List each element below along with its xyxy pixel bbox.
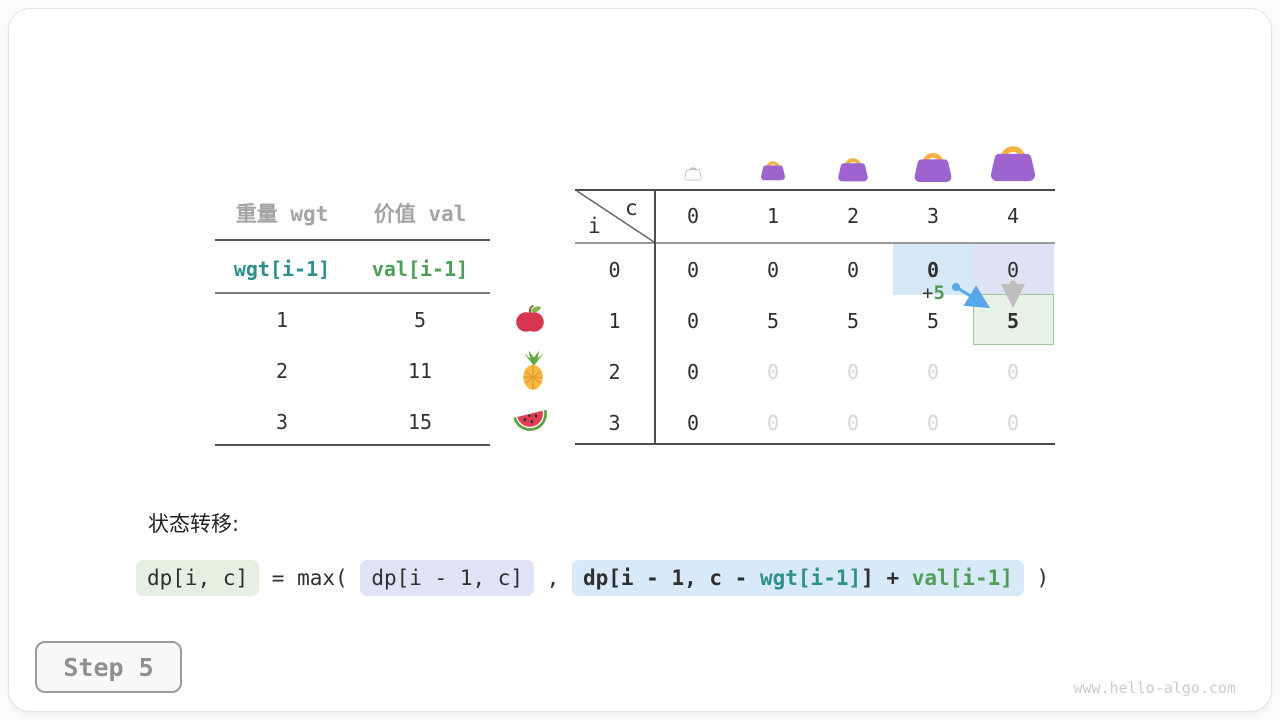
gain-value: 5 xyxy=(933,282,945,304)
formula-lhs-box: dp[i, c] xyxy=(136,560,260,596)
dp-cell-current: 5 xyxy=(1006,308,1020,333)
formula-arg2-plus: + xyxy=(873,566,912,590)
handbag-icon xyxy=(837,152,869,186)
formula-arg2-prefix: dp[i - 1, c - xyxy=(582,566,760,590)
dp-table-rule-vertical xyxy=(654,189,656,445)
watermark: www.hello-algo.com xyxy=(1073,679,1236,697)
items-index-value: val[i-1] xyxy=(371,257,469,281)
formula-arg2-bracket: ] xyxy=(861,566,874,590)
handbag-empty-icon xyxy=(684,163,702,185)
formula-eq-max: = max( xyxy=(259,566,361,590)
state-transition-label: 状态转移: xyxy=(148,512,240,536)
dp-col-header: 2 xyxy=(846,204,860,228)
formula-arg2-val: val[i-1] xyxy=(911,566,1013,590)
handbag-icon xyxy=(989,137,1037,186)
state-transition-formula: dp[i, c] = max( dp[i - 1, c] , dp[i - 1,… xyxy=(136,560,1049,596)
item-weight: 2 xyxy=(275,359,289,383)
dp-col-header: 0 xyxy=(686,204,700,228)
dp-col-header: 3 xyxy=(926,204,940,228)
dp-cell-pending: 0 xyxy=(766,410,780,435)
dp-cell: 5 xyxy=(766,308,780,333)
item-value: 5 xyxy=(413,308,427,332)
items-table-rule-top xyxy=(215,239,490,241)
formula-arg2-wgt: wgt[i-1] xyxy=(759,566,862,590)
dp-corner-row-var: i xyxy=(588,214,601,238)
item-value: 11 xyxy=(407,359,433,383)
watermelon-icon xyxy=(511,402,551,442)
dp-cell-source-above: 0 xyxy=(1006,257,1020,282)
dp-cell-pending: 0 xyxy=(766,359,780,384)
dp-cell-pending: 0 xyxy=(846,359,860,384)
dp-col-header: 1 xyxy=(766,204,780,228)
gain-plus-sign: + xyxy=(922,282,934,304)
formula-arg1-box: dp[i - 1, c] xyxy=(360,560,535,596)
dp-cell-pending: 0 xyxy=(926,410,940,435)
formula-comma: , xyxy=(534,566,572,590)
dp-corner-col-var: c xyxy=(625,196,638,220)
dp-row-header: 3 xyxy=(608,410,621,435)
gain-annotation: +5 xyxy=(922,282,945,304)
dp-row-header: 2 xyxy=(608,359,621,384)
dp-cell-pending: 0 xyxy=(1006,359,1020,384)
apple-icon xyxy=(514,302,546,338)
dp-row-header: 1 xyxy=(608,308,621,333)
formula-close-paren: ) xyxy=(1023,566,1050,590)
dp-cell: 0 xyxy=(686,308,700,333)
item-weight: 3 xyxy=(275,410,289,434)
dp-cell-pending: 0 xyxy=(926,359,940,384)
dp-row-header: 0 xyxy=(608,257,621,282)
dp-col-header: 4 xyxy=(1006,204,1020,228)
item-weight: 1 xyxy=(275,308,289,332)
pineapple-icon xyxy=(517,350,549,396)
step-button[interactable]: Step 5 xyxy=(35,641,182,693)
dp-cell: 0 xyxy=(846,257,860,282)
items-index-weight: wgt[i-1] xyxy=(233,257,331,281)
items-table-rule-bottom xyxy=(215,444,490,446)
dp-cell-pending: 0 xyxy=(1006,410,1020,435)
items-header-weight: 重量 wgt xyxy=(235,202,329,226)
dp-table-rule-top xyxy=(575,189,1055,191)
item-value: 15 xyxy=(407,410,433,434)
dp-cell-source-left: 0 xyxy=(926,257,940,282)
dp-cell: 5 xyxy=(926,308,940,333)
dp-cell: 5 xyxy=(846,308,860,333)
dp-table-rule-bottom xyxy=(575,443,1055,445)
dp-cell-pending: 0 xyxy=(846,410,860,435)
dp-cell: 0 xyxy=(686,257,700,282)
items-table-rule-mid xyxy=(215,292,490,294)
handbag-icon xyxy=(760,156,786,185)
dp-cell: 0 xyxy=(686,410,700,435)
formula-arg2-box: dp[i - 1, c - wgt[i-1]] + val[i-1] xyxy=(571,560,1024,596)
items-header-value: 价值 val xyxy=(373,202,467,226)
dp-cell: 0 xyxy=(766,257,780,282)
dp-table-rule-header xyxy=(575,242,1055,244)
dp-cell: 0 xyxy=(686,359,700,384)
handbag-icon xyxy=(913,145,953,187)
